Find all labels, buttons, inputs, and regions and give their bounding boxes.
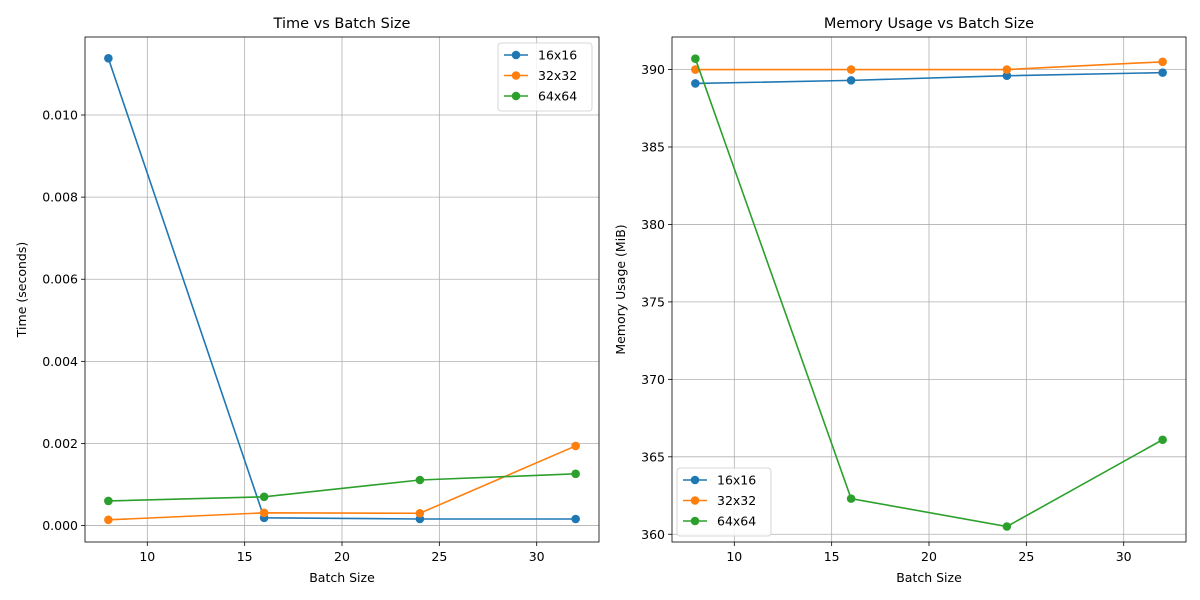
legend: 16x16 32x32 64x64 — [497, 42, 593, 112]
data-point-32x32 — [104, 515, 113, 525]
data-point-32x32 — [259, 508, 269, 518]
legend-box — [497, 42, 593, 112]
chart-title: Memory Usage vs Batch Size — [824, 16, 1034, 32]
data-point-64x64 — [415, 475, 425, 485]
legend-marker-16x16 — [511, 50, 521, 60]
data-point-16x16 — [846, 76, 856, 85]
legend-marker-32x32 — [511, 71, 521, 80]
data-point-16x16 — [1158, 68, 1167, 77]
y-tick-label: 390 — [641, 62, 665, 77]
legend-label-16x16: 16x16 — [717, 473, 756, 488]
legend-marker-64x64 — [690, 516, 700, 526]
y-tick-label: 370 — [641, 372, 665, 387]
y-tick-label: 365 — [641, 449, 665, 464]
x-axis-label: Batch Size — [309, 570, 375, 585]
x-tick-label: 30 — [1116, 549, 1132, 564]
legend-marker-16x16 — [690, 475, 700, 485]
x-tick-label: 15 — [237, 549, 253, 564]
series-line-16x16 — [107, 58, 576, 520]
y-tick-label: 385 — [641, 139, 665, 154]
x-tick-label: 10 — [139, 549, 155, 564]
data-point-16x16 — [104, 54, 113, 63]
data-point-64x64 — [1002, 522, 1012, 531]
data-point-64x64 — [1158, 435, 1167, 445]
series-line-64x64 — [694, 58, 1164, 528]
y-tick-label: 0.004 — [42, 354, 78, 369]
data-point-32x32 — [1002, 65, 1012, 74]
x-tick-label: 15 — [824, 549, 840, 564]
data-point-64x64 — [104, 496, 113, 506]
legend-marker-32x32 — [690, 496, 700, 505]
y-tick-label: 0.006 — [42, 272, 78, 287]
y-tick-label: 360 — [641, 527, 665, 542]
data-point-16x16 — [691, 79, 700, 88]
data-point-64x64 — [846, 494, 856, 503]
data-point-16x16 — [1002, 71, 1012, 81]
x-tick-label: 20 — [921, 549, 937, 564]
legend: 16x16 32x32 64x64 — [676, 467, 772, 537]
data-point-64x64 — [571, 469, 580, 479]
y-axis-label: Memory Usage (MiB) — [613, 224, 628, 354]
legend-label-32x32: 32x32 — [538, 68, 577, 83]
series-line-32x32 — [108, 445, 576, 521]
y-axis-label: Time (seconds) — [14, 242, 29, 338]
y-tick-label: 0.008 — [42, 190, 78, 205]
data-point-32x32 — [846, 65, 856, 74]
y-tick-label: 0.002 — [42, 436, 78, 451]
data-point-64x64 — [259, 492, 269, 502]
y-tick-label: 380 — [641, 217, 665, 232]
y-tick-label: 375 — [641, 294, 665, 309]
chart-1: 10 15 20 25 30 360 365 370 375 380 385 390 Memory Us… — [613, 16, 1187, 585]
x-tick-label: 25 — [431, 549, 447, 564]
data-point-32x32 — [571, 441, 580, 451]
y-tick-label: 0.010 — [42, 108, 78, 123]
legend-label-64x64: 64x64 — [717, 514, 756, 529]
chart-title: Time vs Batch Size — [273, 16, 411, 32]
x-tick-label: 30 — [529, 549, 545, 564]
legend-label-64x64: 64x64 — [538, 89, 577, 104]
data-point-32x32 — [1158, 57, 1167, 67]
legend-marker-64x64 — [511, 91, 521, 101]
chart-0: 10 15 20 25 30 0.000 0.002 0.004 0.006 0.008 0.010… — [14, 16, 600, 585]
x-tick-label: 10 — [726, 549, 742, 564]
series-line-64x64 — [108, 473, 576, 502]
data-point-32x32 — [415, 508, 425, 518]
x-axis-label: Batch Size — [896, 570, 962, 585]
legend-label-32x32: 32x32 — [717, 493, 756, 508]
y-tick-label: 0.000 — [42, 518, 78, 533]
series-line-16x16 — [695, 71, 1163, 85]
legend-box — [676, 467, 772, 537]
series-line-32x32 — [695, 60, 1163, 71]
x-tick-label: 20 — [334, 549, 350, 564]
legend-label-16x16: 16x16 — [538, 48, 577, 63]
data-point-64x64 — [691, 54, 700, 63]
x-tick-label: 25 — [1018, 549, 1034, 564]
data-point-32x32 — [691, 65, 700, 74]
data-point-16x16 — [571, 514, 580, 524]
